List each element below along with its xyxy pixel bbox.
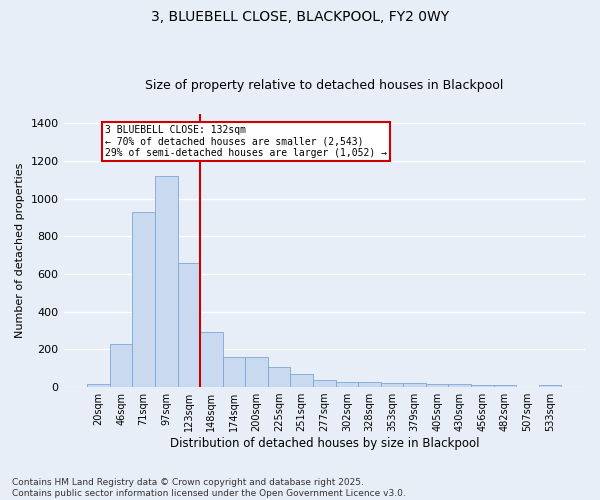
Bar bbox=[335, 382, 358, 387]
Bar bbox=[245, 357, 268, 387]
Bar bbox=[403, 384, 426, 387]
Bar bbox=[200, 332, 223, 387]
Bar bbox=[539, 385, 561, 387]
Bar bbox=[110, 344, 133, 387]
Bar bbox=[178, 263, 200, 387]
Bar bbox=[471, 385, 494, 387]
Text: 3 BLUEBELL CLOSE: 132sqm
← 70% of detached houses are smaller (2,543)
29% of sem: 3 BLUEBELL CLOSE: 132sqm ← 70% of detach… bbox=[106, 126, 388, 158]
Bar bbox=[494, 385, 516, 387]
Bar bbox=[290, 374, 313, 387]
X-axis label: Distribution of detached houses by size in Blackpool: Distribution of detached houses by size … bbox=[170, 437, 479, 450]
Bar bbox=[223, 357, 245, 387]
Title: Size of property relative to detached houses in Blackpool: Size of property relative to detached ho… bbox=[145, 79, 503, 92]
Bar bbox=[448, 384, 471, 387]
Bar bbox=[381, 384, 403, 387]
Bar bbox=[133, 212, 155, 387]
Text: Contains HM Land Registry data © Crown copyright and database right 2025.
Contai: Contains HM Land Registry data © Crown c… bbox=[12, 478, 406, 498]
Bar bbox=[155, 176, 178, 387]
Bar bbox=[358, 382, 381, 387]
Text: 3, BLUEBELL CLOSE, BLACKPOOL, FY2 0WY: 3, BLUEBELL CLOSE, BLACKPOOL, FY2 0WY bbox=[151, 10, 449, 24]
Bar bbox=[87, 384, 110, 387]
Bar bbox=[268, 368, 290, 387]
Bar bbox=[313, 380, 335, 387]
Y-axis label: Number of detached properties: Number of detached properties bbox=[15, 163, 25, 338]
Bar bbox=[426, 384, 448, 387]
